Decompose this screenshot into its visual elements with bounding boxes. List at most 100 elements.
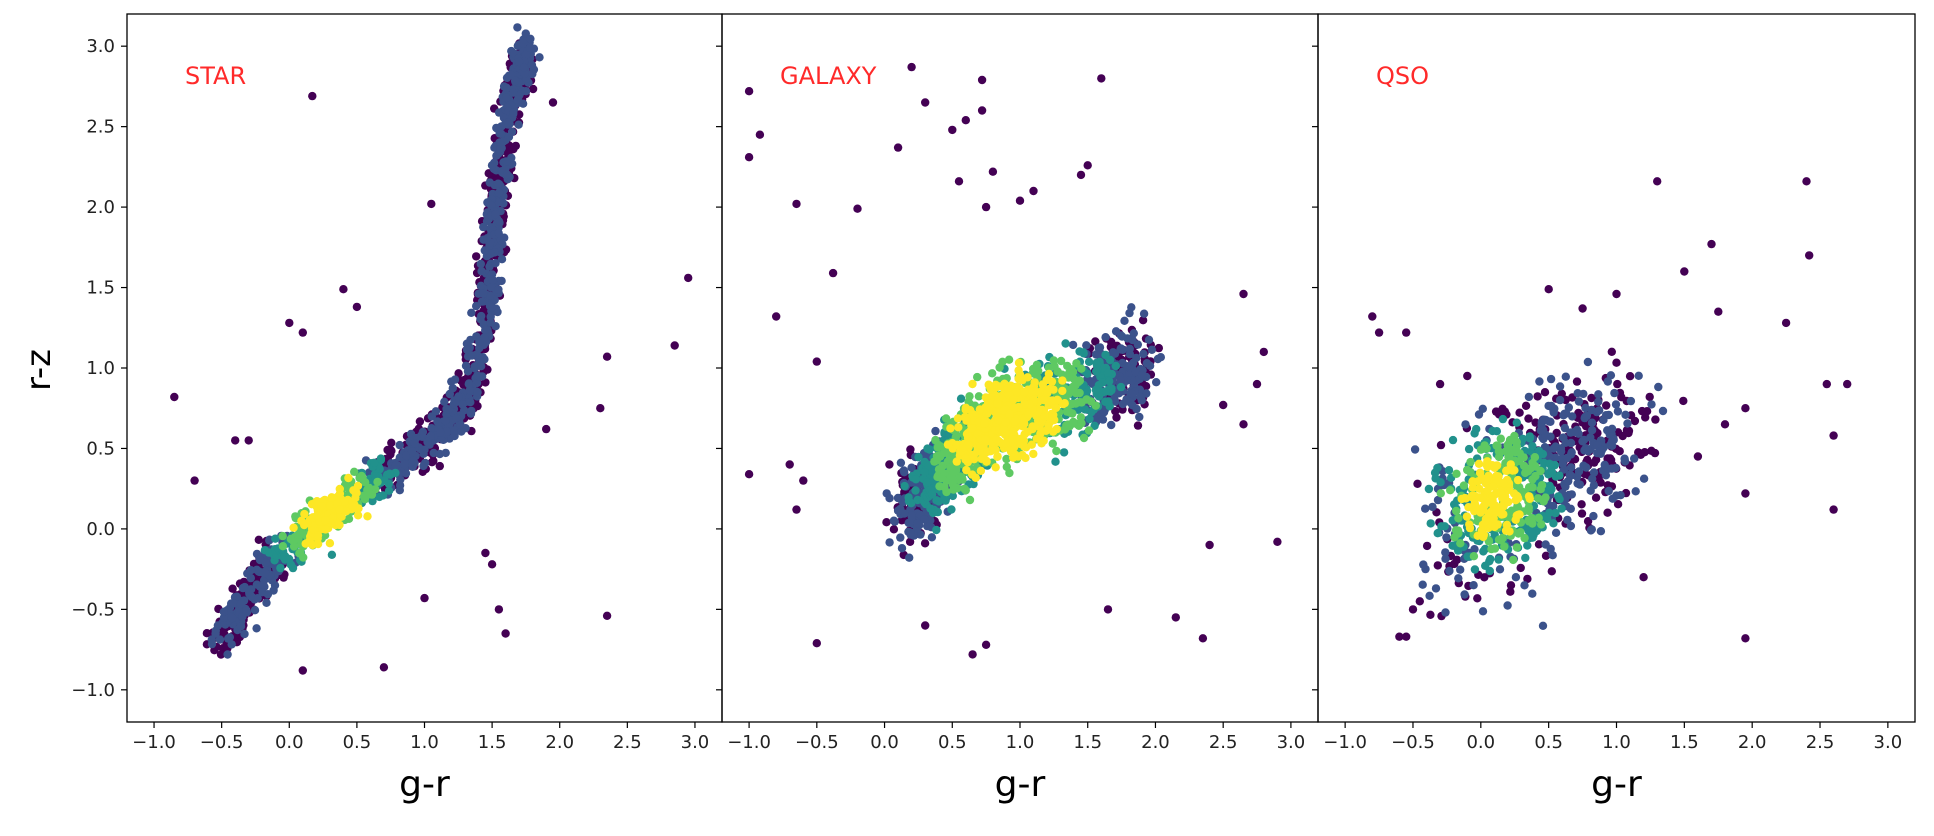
data-point (271, 534, 280, 543)
data-point (1495, 448, 1505, 457)
data-point (252, 624, 261, 633)
data-point (335, 505, 344, 514)
data-point (885, 460, 894, 469)
data-point (1519, 453, 1528, 462)
data-point (513, 23, 522, 32)
data-point (1008, 427, 1017, 436)
data-point (1548, 551, 1557, 560)
data-point (1499, 479, 1508, 488)
data-point (1014, 366, 1023, 375)
outlier-point (792, 505, 801, 514)
data-point (351, 493, 360, 503)
data-point (1515, 408, 1524, 417)
data-point (1607, 464, 1617, 473)
data-point (526, 34, 535, 43)
outlier-point (244, 436, 253, 445)
y-tick-label: 1.0 (86, 358, 115, 379)
data-point (1478, 607, 1488, 616)
data-point (295, 549, 304, 558)
data-point (1469, 581, 1478, 590)
data-point (1567, 448, 1576, 457)
x-tick-label: 1.0 (1602, 732, 1631, 753)
data-point (502, 83, 511, 93)
data-point (924, 461, 933, 471)
data-point (1541, 551, 1551, 560)
data-point (436, 428, 445, 437)
x-tick-label: 2.0 (1141, 732, 1170, 753)
outlier-point (1714, 307, 1723, 316)
data-point (1509, 436, 1519, 445)
data-point (1528, 442, 1537, 451)
outlier-point (1083, 161, 1092, 170)
data-point (467, 351, 477, 360)
data-point (1516, 563, 1525, 573)
outlier-point (487, 560, 497, 569)
data-point (1047, 413, 1057, 422)
data-point (1546, 374, 1556, 384)
data-point (1574, 408, 1583, 418)
data-point (440, 397, 449, 406)
data-point (336, 511, 345, 521)
data-point (1476, 508, 1485, 517)
data-point (1110, 397, 1120, 406)
outlier-point (1829, 431, 1838, 440)
outlier-point (968, 650, 977, 659)
data-point (1498, 414, 1508, 424)
data-point (1476, 445, 1486, 454)
data-point (408, 456, 418, 465)
outlier-point (1402, 632, 1411, 641)
x-tick-label: 0.0 (275, 732, 304, 753)
data-point (1538, 425, 1548, 435)
data-point (1566, 521, 1576, 531)
data-point (889, 525, 899, 534)
data-point (1566, 438, 1576, 448)
data-point (969, 479, 978, 489)
data-point (483, 234, 492, 243)
data-point (528, 69, 537, 79)
data-point (321, 525, 330, 534)
x-axis-label: g-r (1591, 764, 1642, 805)
data-point (1594, 390, 1603, 399)
data-point (260, 568, 270, 578)
data-point (433, 417, 442, 426)
x-tick-label: 1.5 (1670, 732, 1699, 753)
data-point (236, 599, 246, 609)
data-point (1004, 355, 1014, 364)
data-point (920, 468, 929, 477)
x-tick-label: 1.5 (1073, 732, 1102, 753)
data-point (1537, 520, 1546, 529)
x-tick-label: 2.0 (545, 732, 574, 753)
data-point (1454, 529, 1463, 538)
data-point (1136, 392, 1145, 402)
data-point (1018, 450, 1027, 460)
outlier-point (231, 436, 240, 445)
data-point (441, 416, 450, 425)
data-point (1520, 581, 1529, 590)
data-point (506, 70, 516, 80)
data-point (364, 483, 374, 492)
data-point (1092, 367, 1101, 376)
data-point (976, 466, 986, 475)
data-point (1482, 460, 1491, 469)
data-point (1541, 540, 1550, 549)
data-point (993, 399, 1002, 408)
outlier-point (981, 202, 991, 212)
data-point (1120, 316, 1129, 325)
data-point (1431, 584, 1441, 593)
data-point (1067, 399, 1077, 409)
data-point (954, 423, 963, 432)
outlier-point (308, 91, 317, 101)
data-point (1636, 449, 1645, 458)
data-point (1601, 471, 1611, 480)
data-point (982, 456, 991, 466)
data-point (488, 275, 497, 285)
data-point (1604, 486, 1613, 496)
data-point (485, 291, 495, 300)
data-point (473, 401, 482, 411)
data-point (1474, 459, 1484, 468)
data-point (1557, 504, 1566, 513)
data-point (1547, 567, 1557, 576)
outlier-point (977, 106, 987, 115)
data-point (477, 297, 487, 306)
data-point (509, 108, 518, 118)
